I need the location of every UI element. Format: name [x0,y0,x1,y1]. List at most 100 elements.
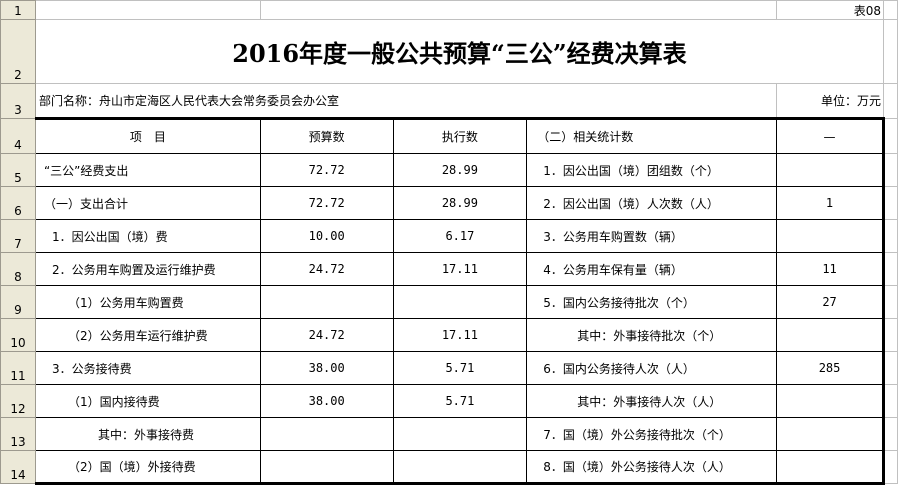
statistic-label-cell[interactable]: 其中：外事接待人次（人） [526,384,778,418]
table-row: 14 （2）国（境）外接待费 8．国（境）外公务接待人次（人） [0,450,898,485]
cell[interactable] [882,83,898,119]
row-header[interactable]: 13 [0,417,36,451]
budget-cell[interactable]: 72.72 [259,153,394,187]
item-cell[interactable]: 其中：外事接待费 [34,417,261,451]
cell[interactable] [882,153,898,187]
row-header[interactable]: 8 [0,252,36,286]
actual-cell[interactable]: 28.99 [392,186,528,220]
item-cell[interactable]: （1）公务用车购置费 [34,285,261,319]
table-row: 8 2．公务用车购置及运行维护费 24.72 17.11 4．公务用车保有量（辆） 11 [0,252,898,286]
sheet-title[interactable]: 2016年度一般公共预算“三公”经费决算表 [34,19,884,84]
row-header[interactable]: 6 [0,186,36,220]
statistic-label-cell[interactable]: 7．国（境）外公务接待批次（个） [526,417,778,451]
item-cell[interactable]: 3．公务接待费 [34,351,261,385]
table-row: 11 3．公务接待费 38.00 5.71 6．国内公务接待人次（人） 285 [0,351,898,385]
budget-cell[interactable]: 10.00 [259,219,394,253]
cell[interactable] [882,450,898,484]
header-actual[interactable]: 执行数 [392,117,528,154]
actual-cell[interactable]: 28.99 [392,153,528,187]
statistic-value-cell[interactable] [776,450,885,485]
row-header[interactable]: 7 [0,219,36,253]
actual-cell[interactable] [392,417,528,451]
table-row: 10 （2）公务用车运行维护费 24.72 17.11 其中：外事接待批次（个） [0,318,898,352]
table-row: 6 （一）支出合计 72.72 28.99 2．因公出国（境）人次数（人） 1 [0,186,898,220]
actual-cell[interactable] [392,450,528,485]
row-header[interactable]: 9 [0,285,36,319]
table-row: 5 “三公”经费支出 72.72 28.99 1．因公出国（境）团组数（个） [0,153,898,187]
actual-cell[interactable]: 6.17 [392,219,528,253]
statistic-value-cell[interactable]: 285 [776,351,885,385]
statistic-label-cell[interactable]: 1．因公出国（境）团组数（个） [526,153,778,187]
item-cell[interactable]: （一）支出合计 [34,186,261,220]
row-header[interactable]: 3 [0,83,36,119]
table-row: 7 1．因公出国（境）费 10.00 6.17 3．公务用车购置数（辆） [0,219,898,253]
row-header[interactable]: 1 [0,0,36,20]
item-cell[interactable]: （1）国内接待费 [34,384,261,418]
table-number[interactable]: 表08 [776,0,884,20]
statistic-value-cell[interactable]: 1 [776,186,885,220]
actual-cell[interactable]: 17.11 [392,318,528,352]
row-header[interactable]: 10 [0,318,36,352]
cell[interactable] [34,0,261,20]
table-row: 13 其中：外事接待费 7．国（境）外公务接待批次（个） [0,417,898,451]
statistic-label-cell[interactable]: 6．国内公务接待人次（人） [526,351,778,385]
cell[interactable] [882,118,898,154]
cell[interactable] [882,384,898,418]
cell[interactable] [882,285,898,319]
budget-cell[interactable]: 24.72 [259,252,394,286]
cell[interactable] [882,219,898,253]
header-statistics[interactable]: （二）相关统计数 [526,117,778,154]
table-row: 12 （1）国内接待费 38.00 5.71 其中：外事接待人次（人） [0,384,898,418]
cell[interactable] [882,351,898,385]
statistic-label-cell[interactable]: 2．因公出国（境）人次数（人） [526,186,778,220]
item-cell[interactable]: 1．因公出国（境）费 [34,219,261,253]
header-budget[interactable]: 预算数 [259,117,394,154]
statistic-label-cell[interactable]: 4．公务用车保有量（辆） [526,252,778,286]
unit-label[interactable]: 单位：万元 [776,83,884,119]
statistic-value-cell[interactable]: 27 [776,285,885,319]
item-cell[interactable]: 2．公务用车购置及运行维护费 [34,252,261,286]
header-item[interactable]: 项 目 [34,117,261,154]
statistic-value-cell[interactable] [776,417,885,451]
cell[interactable] [882,318,898,352]
statistic-value-cell[interactable] [776,318,885,352]
statistic-label-cell[interactable]: 8．国（境）外公务接待人次（人） [526,450,778,485]
statistic-value-cell[interactable] [776,384,885,418]
row-header[interactable]: 14 [0,450,36,484]
budget-cell[interactable]: 72.72 [259,186,394,220]
cell[interactable] [882,417,898,451]
cell[interactable] [882,19,898,84]
actual-cell[interactable]: 17.11 [392,252,528,286]
statistic-label-cell[interactable]: 其中：外事接待批次（个） [526,318,778,352]
budget-cell[interactable]: 38.00 [259,384,394,418]
department-name[interactable]: 部门名称：舟山市定海区人民代表大会常务委员会办公室 [34,83,778,119]
item-cell[interactable]: （2）国（境）外接待费 [34,450,261,485]
row-header[interactable]: 11 [0,351,36,385]
statistic-value-cell[interactable] [776,219,885,253]
cell[interactable] [882,0,898,20]
table-row: 9 （1）公务用车购置费 5．国内公务接待批次（个） 27 [0,285,898,319]
row-header[interactable]: 2 [0,19,36,84]
actual-cell[interactable]: 5.71 [392,384,528,418]
cell[interactable] [259,0,778,20]
budget-cell[interactable] [259,285,394,319]
budget-cell[interactable] [259,417,394,451]
budget-cell[interactable]: 38.00 [259,351,394,385]
statistic-label-cell[interactable]: 3．公务用车购置数（辆） [526,219,778,253]
item-cell[interactable]: （2）公务用车运行维护费 [34,318,261,352]
row-header[interactable]: 4 [0,118,36,154]
row-header[interactable]: 12 [0,384,36,418]
budget-cell[interactable]: 24.72 [259,318,394,352]
statistic-label-cell[interactable]: 5．国内公务接待批次（个） [526,285,778,319]
row-header[interactable]: 5 [0,153,36,187]
statistic-value-cell[interactable] [776,153,885,187]
actual-cell[interactable] [392,285,528,319]
cell[interactable] [882,186,898,220]
cell[interactable] [882,252,898,286]
actual-cell[interactable]: 5.71 [392,351,528,385]
header-value[interactable]: — [776,117,885,154]
item-cell[interactable]: “三公”经费支出 [34,153,261,187]
budget-cell[interactable] [259,450,394,485]
statistic-value-cell[interactable]: 11 [776,252,885,286]
